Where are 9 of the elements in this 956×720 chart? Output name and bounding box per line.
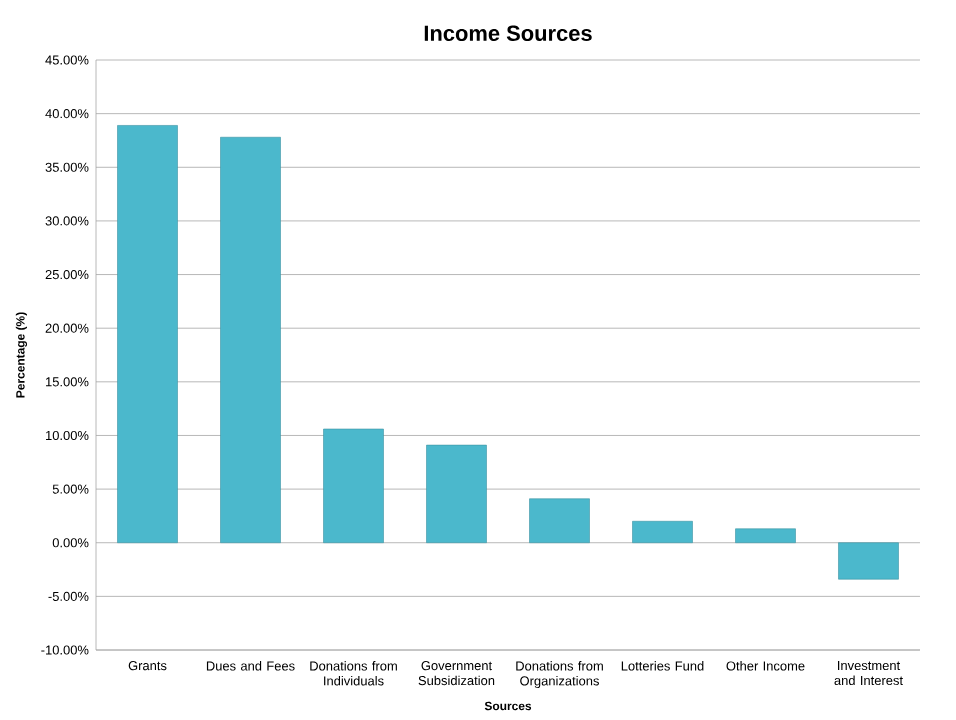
bar — [735, 528, 796, 544]
bar — [838, 542, 899, 580]
bar — [220, 136, 281, 544]
bar — [426, 444, 487, 544]
chart-title: Income Sources — [424, 25, 592, 42]
bar — [632, 520, 693, 544]
bar — [117, 125, 178, 544]
bar — [529, 498, 590, 544]
bar — [323, 428, 384, 544]
